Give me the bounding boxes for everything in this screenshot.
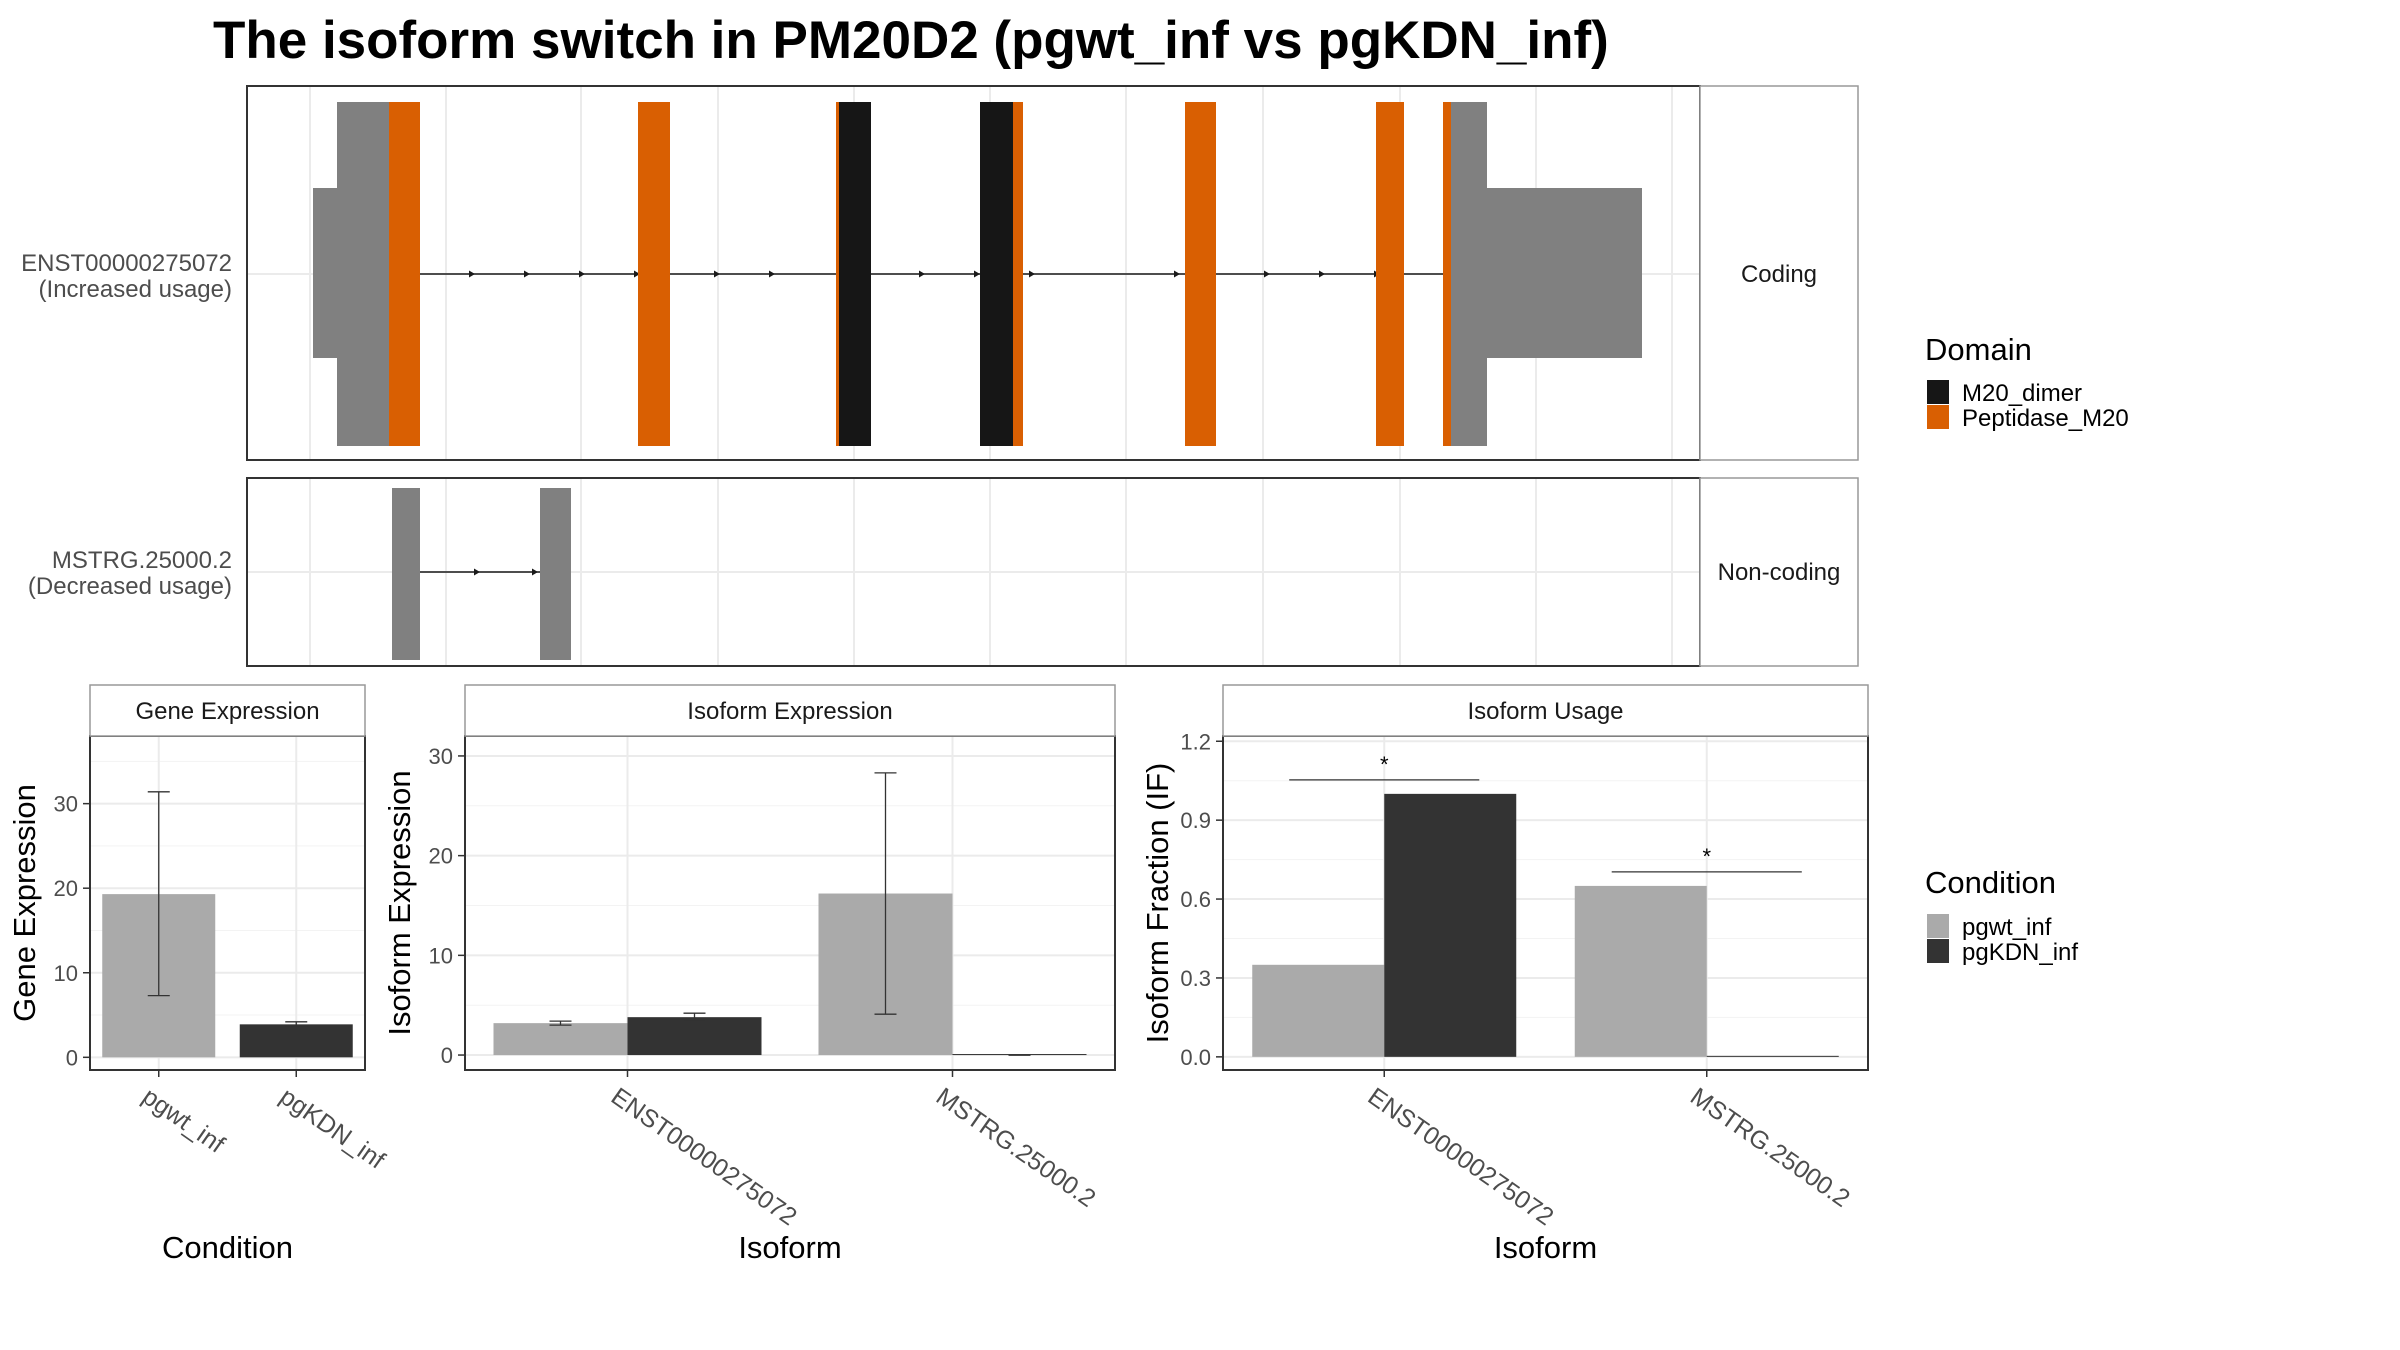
facet-strip-coding bbox=[1699, 85, 1859, 461]
domain-segment bbox=[389, 102, 420, 446]
bar-pgKDN_inf bbox=[627, 1017, 762, 1056]
bar-panel-isoform-expression: Isoform Expression 0 10 20 30 Isoform Express… bbox=[382, 684, 1116, 1265]
intron-arrow bbox=[469, 270, 475, 278]
bar-pgKDN_inf bbox=[239, 1024, 353, 1058]
exon-segment bbox=[1451, 102, 1487, 446]
x-axis-label: Isoform bbox=[738, 1230, 841, 1265]
legend-title: Condition bbox=[1925, 865, 2056, 900]
bar-pgwt_inf bbox=[1252, 964, 1385, 1057]
y-tick-label: 10 bbox=[54, 961, 78, 986]
intron-arrow bbox=[1319, 270, 1325, 278]
bar-pgKDN_inf bbox=[1706, 1055, 1839, 1057]
y-tick-label: 0.0 bbox=[1180, 1045, 1211, 1070]
intron-arrow bbox=[974, 270, 980, 278]
bar-pgwt_inf bbox=[493, 1023, 628, 1056]
structure-panel-coding: Coding ENST00000275072 (Increased usage) bbox=[21, 85, 1859, 461]
x-axis-label: Isoform bbox=[1494, 1230, 1597, 1265]
isoform-label-main: ENST00000275072 bbox=[21, 250, 232, 277]
domain-segment bbox=[1443, 102, 1451, 446]
y-tick-label: 0.6 bbox=[1180, 887, 1211, 912]
intron-arrow bbox=[769, 270, 775, 278]
facet-strip-label: Non-coding bbox=[1718, 559, 1841, 586]
domain-segment bbox=[1013, 102, 1023, 446]
exon-segment bbox=[337, 102, 389, 446]
intron-line bbox=[420, 270, 1445, 278]
y-tick-label: 1.2 bbox=[1180, 729, 1211, 754]
intron-arrow bbox=[579, 270, 585, 278]
domain-segment bbox=[839, 102, 871, 446]
isoform-label-main: MSTRG.25000.2 bbox=[52, 547, 232, 574]
figure-title: The isoform switch in PM20D2 (pgwt_inf v… bbox=[213, 11, 1609, 70]
y-tick-label: 0.3 bbox=[1180, 966, 1211, 991]
domain-segment bbox=[1376, 102, 1404, 446]
facet-strip-non-coding bbox=[1699, 477, 1859, 667]
domain-segment bbox=[836, 102, 839, 446]
facet-strip bbox=[464, 684, 1116, 737]
exon-segment bbox=[1487, 188, 1642, 358]
intron-arrow bbox=[1029, 270, 1035, 278]
domain-legend: Domain M20_dimer Peptidase_M20 bbox=[1925, 332, 2129, 432]
y-tick-label: 30 bbox=[54, 792, 78, 817]
y-tick-label: 20 bbox=[429, 844, 453, 869]
y-tick-label: 0 bbox=[441, 1043, 453, 1068]
exon-segment bbox=[540, 488, 571, 660]
x-axis-label: Condition bbox=[162, 1230, 293, 1265]
isoform-label-usage: (Decreased usage) bbox=[28, 573, 232, 600]
intron-line bbox=[420, 568, 540, 576]
condition-legend: Condition pgwt_inf pgKDN_inf bbox=[1925, 865, 2078, 966]
intron-arrow bbox=[524, 270, 530, 278]
facet-strip-label: Gene Expression bbox=[135, 698, 319, 725]
panel-background bbox=[465, 736, 1115, 1070]
intron-arrow bbox=[532, 568, 538, 576]
significance-marker: * bbox=[1702, 844, 1711, 869]
intron-arrow bbox=[1264, 270, 1270, 278]
exon-segment bbox=[313, 188, 338, 358]
exon-segment bbox=[392, 488, 420, 660]
facet-strip bbox=[89, 684, 366, 737]
y-tick-label: 30 bbox=[429, 744, 453, 769]
intron-arrow bbox=[634, 270, 640, 278]
domain-segment bbox=[638, 102, 670, 446]
y-axis-label: Isoform Fraction (IF) bbox=[1140, 763, 1175, 1044]
facet-strip-label: Coding bbox=[1741, 261, 1817, 288]
legend-label: pgKDN_inf bbox=[1962, 939, 2078, 966]
y-axis-label: Isoform Expression bbox=[382, 770, 417, 1035]
bar-pgKDN_inf bbox=[1384, 793, 1517, 1057]
domain-segment bbox=[1185, 102, 1216, 446]
intron-arrow bbox=[919, 270, 925, 278]
legend-label: M20_dimer bbox=[1962, 380, 2082, 407]
bar-pgwt_inf bbox=[1574, 885, 1707, 1057]
intron-arrow bbox=[1174, 270, 1180, 278]
exon-blocks bbox=[392, 488, 571, 660]
intron-arrow bbox=[474, 568, 480, 576]
y-tick-label: 0.9 bbox=[1180, 808, 1211, 833]
facet-strip-label: Isoform Usage bbox=[1467, 698, 1623, 725]
facet-strip bbox=[1222, 684, 1869, 737]
isoform-label-usage: (Increased usage) bbox=[39, 276, 232, 303]
legend-key-m20-dimer bbox=[1927, 380, 1949, 404]
structure-panel-non-coding: Non-coding MSTRG.25000.2 (Decreased usag… bbox=[28, 477, 1859, 667]
legend-title: Domain bbox=[1925, 332, 2032, 367]
intron-arrow bbox=[714, 270, 720, 278]
y-tick-label: 10 bbox=[429, 943, 453, 968]
legend-key-pgwt-inf bbox=[1927, 914, 1949, 938]
facet-strip-label: Isoform Expression bbox=[687, 698, 892, 725]
legend-key-peptidase-m20 bbox=[1927, 405, 1949, 429]
exon-blocks bbox=[313, 102, 1642, 446]
y-axis-label: Gene Expression bbox=[7, 784, 42, 1022]
y-tick-label: 20 bbox=[54, 876, 78, 901]
legend-key-pgkdn-inf bbox=[1927, 939, 1949, 963]
legend-label: Peptidase_M20 bbox=[1962, 405, 2129, 432]
y-tick-label: 0 bbox=[66, 1045, 78, 1070]
significance-marker: * bbox=[1380, 752, 1389, 777]
legend-label: pgwt_inf bbox=[1962, 914, 2052, 941]
domain-segment bbox=[980, 102, 1013, 446]
